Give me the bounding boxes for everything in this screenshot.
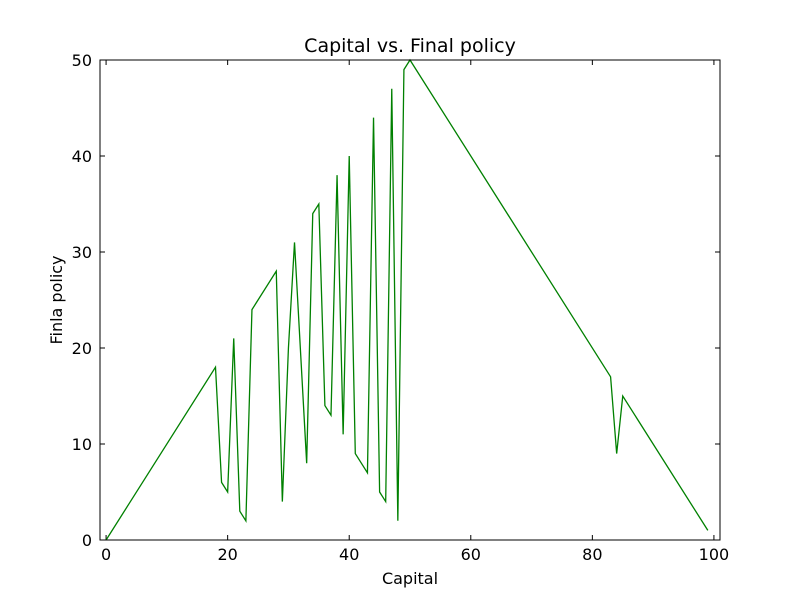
x-tick-label: 80	[582, 545, 602, 564]
series-line	[105, 58, 709, 541]
x-tick-label: 40	[339, 545, 359, 564]
chart-title: Capital vs. Final policy	[304, 35, 516, 57]
x-tick-label: 60	[461, 545, 481, 564]
x-tick-label: 0	[101, 545, 111, 564]
y-tick-label: 20	[72, 339, 92, 358]
plot-frame	[99, 59, 721, 541]
y-tick-label: 10	[72, 435, 92, 454]
y-tick-label: 30	[72, 243, 92, 262]
x-tick-label: 20	[217, 545, 237, 564]
series-group	[105, 58, 709, 541]
y-tick-label: 0	[82, 531, 92, 550]
y-tick-label: 40	[72, 147, 92, 166]
ticks: 0 20 40 60 80 100 0 10 20 30 40 50	[72, 51, 730, 564]
y-tick-label: 50	[72, 51, 92, 70]
y-axis-label: Finla policy	[47, 255, 66, 344]
x-axis-label: Capital	[382, 569, 438, 588]
x-tick-label: 100	[699, 545, 730, 564]
